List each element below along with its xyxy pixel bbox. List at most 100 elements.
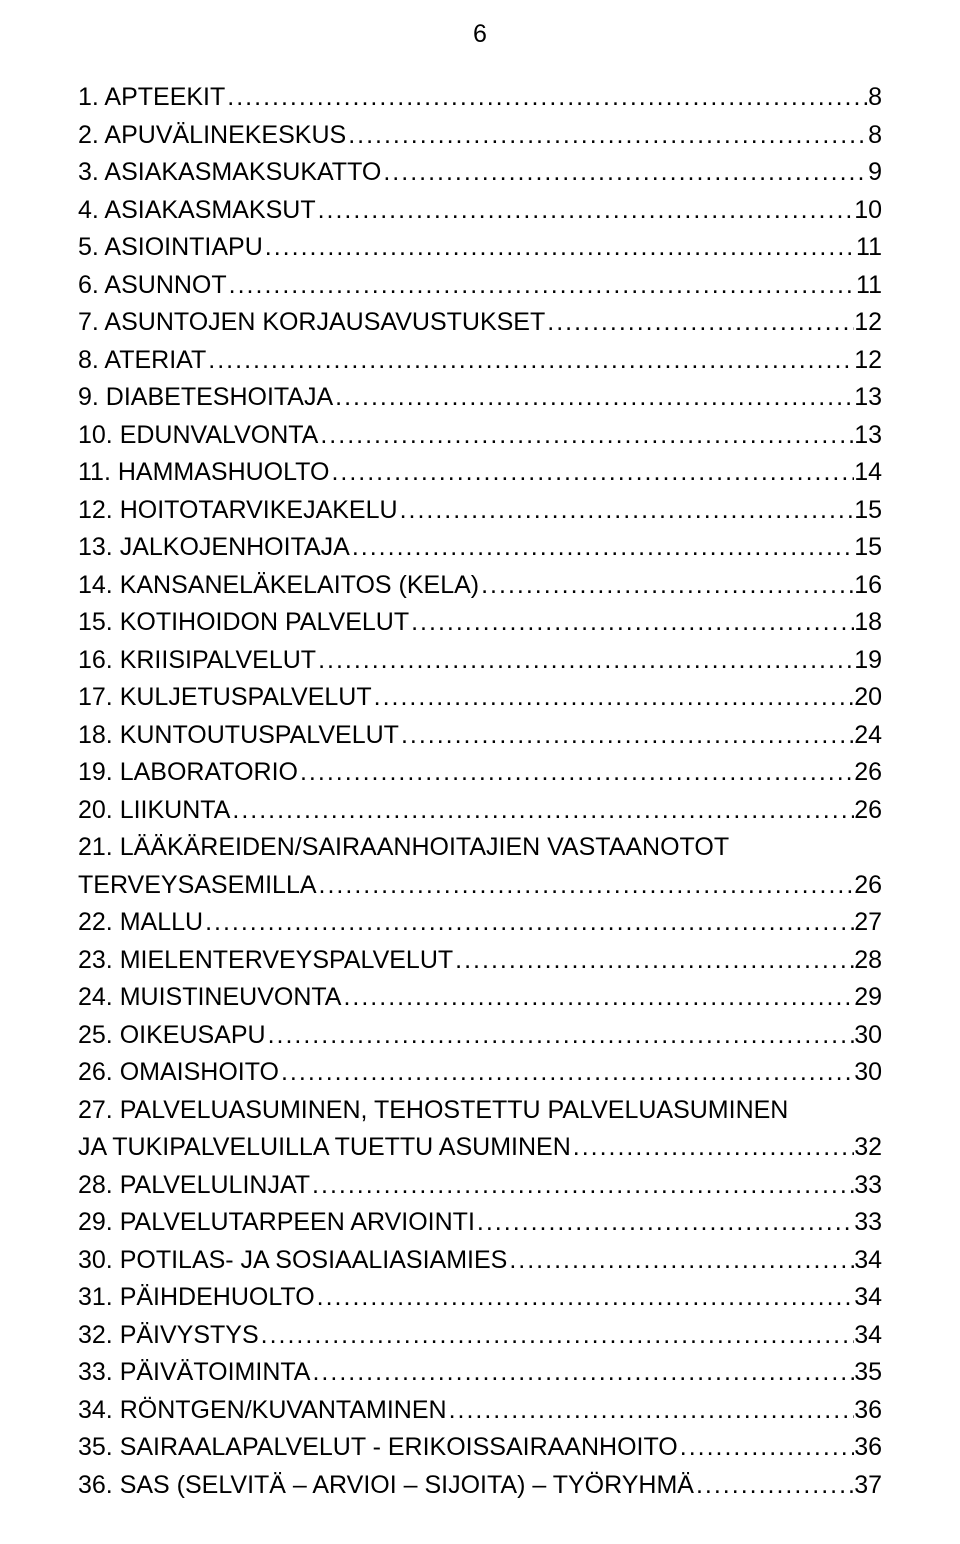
toc-entry-page: 8 (868, 117, 882, 155)
toc-entry-page: 26 (854, 867, 882, 905)
toc-entry-page: 36 (854, 1392, 882, 1430)
toc-entry-label: 5. ASIOINTIAPU (78, 229, 263, 267)
toc-entry: 9. DIABETESHOITAJA13 (78, 379, 882, 417)
toc-entry-label: 21. LÄÄKÄREIDEN/SAIRAANHOITAJIEN VASTAAN… (78, 829, 882, 867)
toc-entry-label: 29. PALVELUTARPEEN ARVIOINTI (78, 1204, 475, 1242)
toc-entry-label: 30. POTILAS- JA SOSIAALIASIAMIES (78, 1242, 507, 1280)
toc-entry: 30. POTILAS- JA SOSIAALIASIAMIES 34 (78, 1242, 882, 1280)
toc-entry-label: 12. HOITOTARVIKEJAKELU (78, 492, 398, 530)
toc-entry-page: 34 (854, 1242, 882, 1280)
toc-entry: 2. APUVÄLINEKESKUS 8 (78, 117, 882, 155)
toc-entry-label: 1. APTEEKIT (78, 79, 225, 117)
toc-entry-page: 20 (854, 679, 882, 717)
toc-dot-leader (350, 529, 854, 567)
toc-entry-label: 2. APUVÄLINEKESKUS (78, 117, 346, 155)
toc-entry: 20. LIIKUNTA 26 (78, 792, 882, 830)
toc-entry: 24. MUISTINEUVONTA29 (78, 979, 882, 1017)
toc-entry: 8. ATERIAT12 (78, 342, 882, 380)
toc-entry: 10. EDUNVALVONTA 13 (78, 417, 882, 455)
toc-entry-continuation: TERVEYSASEMILLA26 (78, 867, 882, 905)
toc-entry-label: 11. HAMMASHUOLTO (78, 454, 329, 492)
toc-entry-label: 18. KUNTOUTUSPALVELUT (78, 717, 399, 755)
toc-entry-page: 8 (868, 79, 882, 117)
toc-entry-label: 27. PALVELUASUMINEN, TEHOSTETTU PALVELUA… (78, 1092, 882, 1130)
document-page: 6 1. APTEEKIT 8 2. APUVÄLINEKESKUS 8 3. ASIA… (0, 0, 960, 1544)
toc-dot-leader (316, 642, 854, 680)
toc-entry-continuation: JA TUKIPALVELUILLA TUETTU ASUMINEN32 (78, 1129, 882, 1167)
toc-entry: 14. KANSANELÄKELAITOS (KELA)16 (78, 567, 882, 605)
toc-dot-leader (507, 1242, 854, 1280)
toc-dot-leader (266, 1017, 855, 1055)
toc-entry-page: 10 (854, 192, 882, 230)
toc-dot-leader (206, 342, 854, 380)
toc-entry-page: 33 (854, 1167, 882, 1205)
toc-dot-leader (263, 229, 856, 267)
toc-entry-label: 19. LABORATORIO (78, 754, 298, 792)
toc-entry-page: 13 (854, 417, 882, 455)
toc-dot-leader (315, 1279, 855, 1317)
toc-entry: 25. OIKEUSAPU30 (78, 1017, 882, 1055)
toc-entry-label: 3. ASIAKASMAKSUKATTO (78, 154, 381, 192)
toc-entry-label: 23. MIELENTERVEYSPALVELUT (78, 942, 453, 980)
toc-entry-page: 26 (854, 792, 882, 830)
toc-entry-page: 12 (854, 342, 882, 380)
toc-entry: 11. HAMMASHUOLTO14 (78, 454, 882, 492)
toc-entry: 31. PÄIHDEHUOLTO34 (78, 1279, 882, 1317)
toc-entry-page: 34 (854, 1279, 882, 1317)
toc-entry-label: 33. PÄIVÄTOIMINTA (78, 1354, 310, 1392)
toc-dot-leader (227, 267, 856, 305)
toc-dot-leader (694, 1467, 854, 1505)
toc-entry: 33. PÄIVÄTOIMINTA 35 (78, 1354, 882, 1392)
toc-entry-label: 6. ASUNNOT (78, 267, 227, 305)
toc-entry-label: 20. LIIKUNTA (78, 792, 230, 830)
toc-entry-page: 18 (854, 604, 882, 642)
toc-entry: 16. KRIISIPALVELUT 19 (78, 642, 882, 680)
toc-entry: 32. PÄIVYSTYS34 (78, 1317, 882, 1355)
toc-dot-leader (329, 454, 854, 492)
toc-entry-label: 17. KULJETUSPALVELUT (78, 679, 372, 717)
toc-dot-leader (333, 379, 854, 417)
toc-entry-page: 30 (854, 1054, 882, 1092)
toc-entry-page: 35 (854, 1354, 882, 1392)
toc-entry: 12. HOITOTARVIKEJAKELU15 (78, 492, 882, 530)
toc-entry-page: 19 (854, 642, 882, 680)
toc-dot-leader (318, 417, 854, 455)
toc-dot-leader (571, 1129, 854, 1167)
toc-dot-leader (398, 492, 855, 530)
toc-dot-leader (381, 154, 868, 192)
toc-entry: 36. SAS (SELVITÄ – ARVIOI – SIJOITA) – T… (78, 1467, 882, 1505)
toc-entry: 19. LABORATORIO26 (78, 754, 882, 792)
toc-entry: 13. JALKOJENHOITAJA15 (78, 529, 882, 567)
toc-entry-label: 10. EDUNVALVONTA (78, 417, 318, 455)
table-of-contents: 1. APTEEKIT 8 2. APUVÄLINEKESKUS 8 3. ASIAKA… (78, 79, 882, 1504)
toc-entry-page: 11 (856, 229, 882, 267)
toc-entry-label: 9. DIABETESHOITAJA (78, 379, 333, 417)
toc-entry-page: 9 (868, 154, 882, 192)
toc-entry: 6. ASUNNOT 11 (78, 267, 882, 305)
toc-dot-leader (479, 567, 854, 605)
toc-entry-page: 37 (854, 1467, 882, 1505)
toc-entry: 27. PALVELUASUMINEN, TEHOSTETTU PALVELUA… (78, 1092, 882, 1167)
page-number: 6 (78, 20, 882, 49)
toc-dot-leader (453, 942, 854, 980)
toc-entry-label: 34. RÖNTGEN/KUVANTAMINEN (78, 1392, 447, 1430)
toc-entry-page: 12 (854, 304, 882, 342)
toc-entry: 1. APTEEKIT 8 (78, 79, 882, 117)
toc-entry-page: 28 (854, 942, 882, 980)
toc-dot-leader (475, 1204, 854, 1242)
toc-entry-label: 26. OMAISHOITO (78, 1054, 279, 1092)
toc-entry-label: 16. KRIISIPALVELUT (78, 642, 316, 680)
toc-dot-leader (298, 754, 854, 792)
toc-entry-page: 16 (854, 567, 882, 605)
toc-dot-leader (372, 679, 855, 717)
toc-entry-label: 22. MALLU (78, 904, 203, 942)
toc-entry: 23. MIELENTERVEYSPALVELUT 28 (78, 942, 882, 980)
toc-dot-leader (230, 792, 854, 830)
toc-dot-leader (279, 1054, 854, 1092)
toc-entry: 5. ASIOINTIAPU 11 (78, 229, 882, 267)
toc-entry-label: 32. PÄIVYSTYS (78, 1317, 259, 1355)
toc-entry: 4. ASIAKASMAKSUT10 (78, 192, 882, 230)
toc-entry-label: 28. PALVELULINJAT (78, 1167, 310, 1205)
toc-entry-page: 11 (856, 267, 882, 305)
toc-entry: 34. RÖNTGEN/KUVANTAMINEN 36 (78, 1392, 882, 1430)
